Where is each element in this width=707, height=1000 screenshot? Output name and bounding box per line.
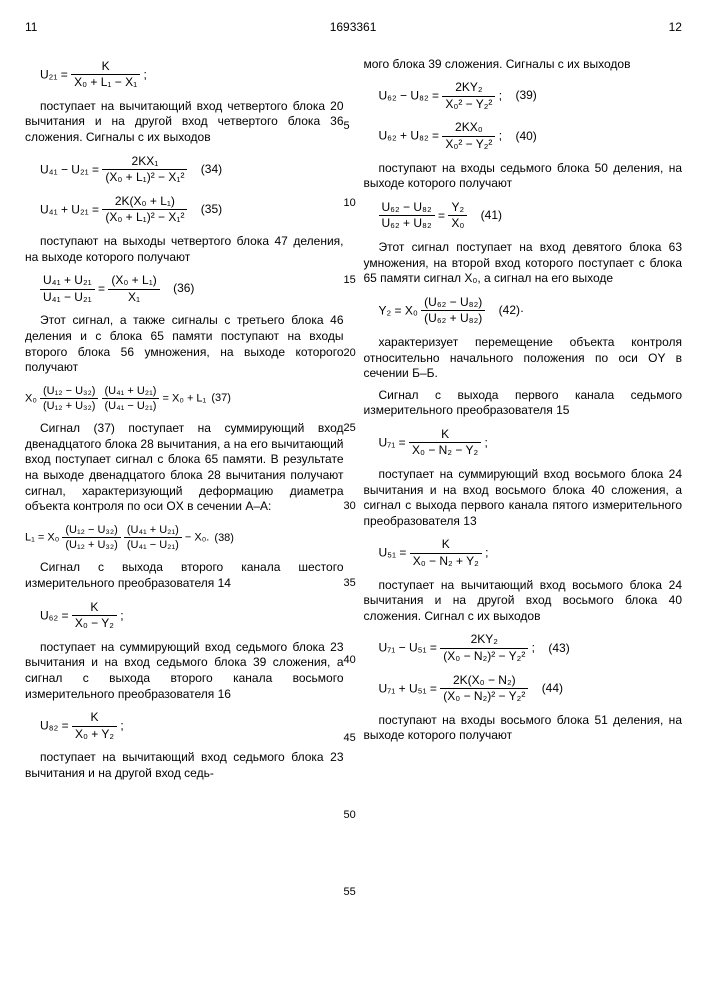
line-marker: 35	[344, 576, 356, 590]
formula-u71: U₇₁ = KX₀ − N₂ − Y₂ ;	[379, 427, 683, 459]
formula-38: L₁ = X₀ (U₁₂ − U₃₂)(U₁₂ + U₃₂) (U₄₁ + U₂…	[25, 523, 344, 553]
para: мого блока 39 сложения. Сигналы с их вых…	[364, 57, 683, 73]
right-column: мого блока 39 сложения. Сигналы с их вых…	[364, 51, 683, 788]
para: поступает на вычитающий вход четвертого …	[25, 99, 344, 146]
formula-u82: U₈₂ = KX₀ + Y₂ ;	[40, 710, 344, 742]
formula-39: U₆₂ − U₈₂ = 2KY₂X₀² − Y₂² ; (39)	[379, 80, 683, 112]
line-marker: 15	[344, 273, 356, 287]
formula-u21: U₂₁ = KX₀ + L₁ − X₁ ;	[40, 59, 344, 91]
para: Этот сигнал поступает на вход девятого б…	[364, 240, 683, 287]
line-marker: 55	[344, 885, 356, 899]
para: Сигнал с выхода второго канала шестого и…	[25, 560, 344, 591]
para: поступает на вычитающий вход седьмого бл…	[25, 750, 344, 781]
para: Этот сигнал, а также сигналы с третьего …	[25, 313, 344, 375]
formula-35: U₄₁ + U₂₁ = 2K(X₀ + L₁)(X₀ + L₁)² − X₁² …	[40, 194, 344, 226]
line-marker: 45	[344, 731, 356, 745]
formula-41: U₆₂ − U₈₂U₆₂ + U₈₂ = Y₂X₀ (41)	[379, 200, 683, 232]
page-body: 5 10 15 20 25 30 35 40 45 50 55 U₂₁ = KX…	[25, 51, 682, 788]
line-marker: 30	[344, 499, 356, 513]
line-marker: 5	[344, 119, 350, 133]
formula-42: Y₂ = X₀ (U₆₂ − U₈₂)(U₆₂ + U₈₂) (42)·	[379, 295, 683, 327]
page-right: 12	[669, 20, 682, 36]
para: поступают на входы седьмого блока 50 дел…	[364, 161, 683, 192]
para: Сигнал с выхода первого канала седьмого …	[364, 388, 683, 419]
line-marker: 10	[344, 196, 356, 210]
para: характеризует перемещение объекта контро…	[364, 335, 683, 382]
formula-44: U₇₁ + U₅₁ = 2K(X₀ − N₂)(X₀ − N₂)² − Y₂² …	[379, 673, 683, 705]
formula-43: U₇₁ − U₅₁ = 2KY₂(X₀ − N₂)² − Y₂² ; (43)	[379, 632, 683, 664]
para: поступают на входы восьмого блока 51 дел…	[364, 713, 683, 744]
formula-34: U₄₁ − U₂₁ = 2KX₁(X₀ + L₁)² − X₁² (34)	[40, 154, 344, 186]
formula-37: X₀ (U₁₂ − U₃₂)(U₁₂ + U₃₂) (U₄₁ + U₂₁)(U₄…	[25, 384, 344, 414]
doc-number: 1693361	[330, 20, 377, 36]
para: поступают на выходы четвертого блока 47 …	[25, 234, 344, 265]
page-left: 11	[25, 20, 37, 36]
left-column: U₂₁ = KX₀ + L₁ − X₁ ; поступает на вычит…	[25, 51, 344, 788]
line-marker: 25	[344, 421, 356, 435]
formula-u62: U₆₂ = KX₀ − Y₂ ;	[40, 600, 344, 632]
formula-40: U₆₂ + U₈₂ = 2KX₀X₀² − Y₂² ; (40)	[379, 120, 683, 152]
para: поступает на вычитающий вход восьмого бл…	[364, 578, 683, 625]
para: поступает на суммирующий вход восьмого б…	[364, 467, 683, 529]
line-marker: 50	[344, 808, 356, 822]
formula-u51: U₅₁ = KX₀ − N₂ + Y₂ ;	[379, 537, 683, 569]
para: Сигнал (37) поступает на суммирующий вхо…	[25, 421, 344, 515]
para: поступает на суммирующий вход седьмого б…	[25, 640, 344, 702]
line-markers: 5 10 15 20 25 30 35 40 45 50 55	[344, 51, 364, 788]
page-header: 11 1693361 12	[25, 20, 682, 36]
line-marker: 40	[344, 653, 356, 667]
line-marker: 20	[344, 346, 356, 360]
formula-36: U₄₁ + U₂₁U₄₁ − U₂₁ = (X₀ + L₁)X₁ (36)	[40, 273, 344, 305]
